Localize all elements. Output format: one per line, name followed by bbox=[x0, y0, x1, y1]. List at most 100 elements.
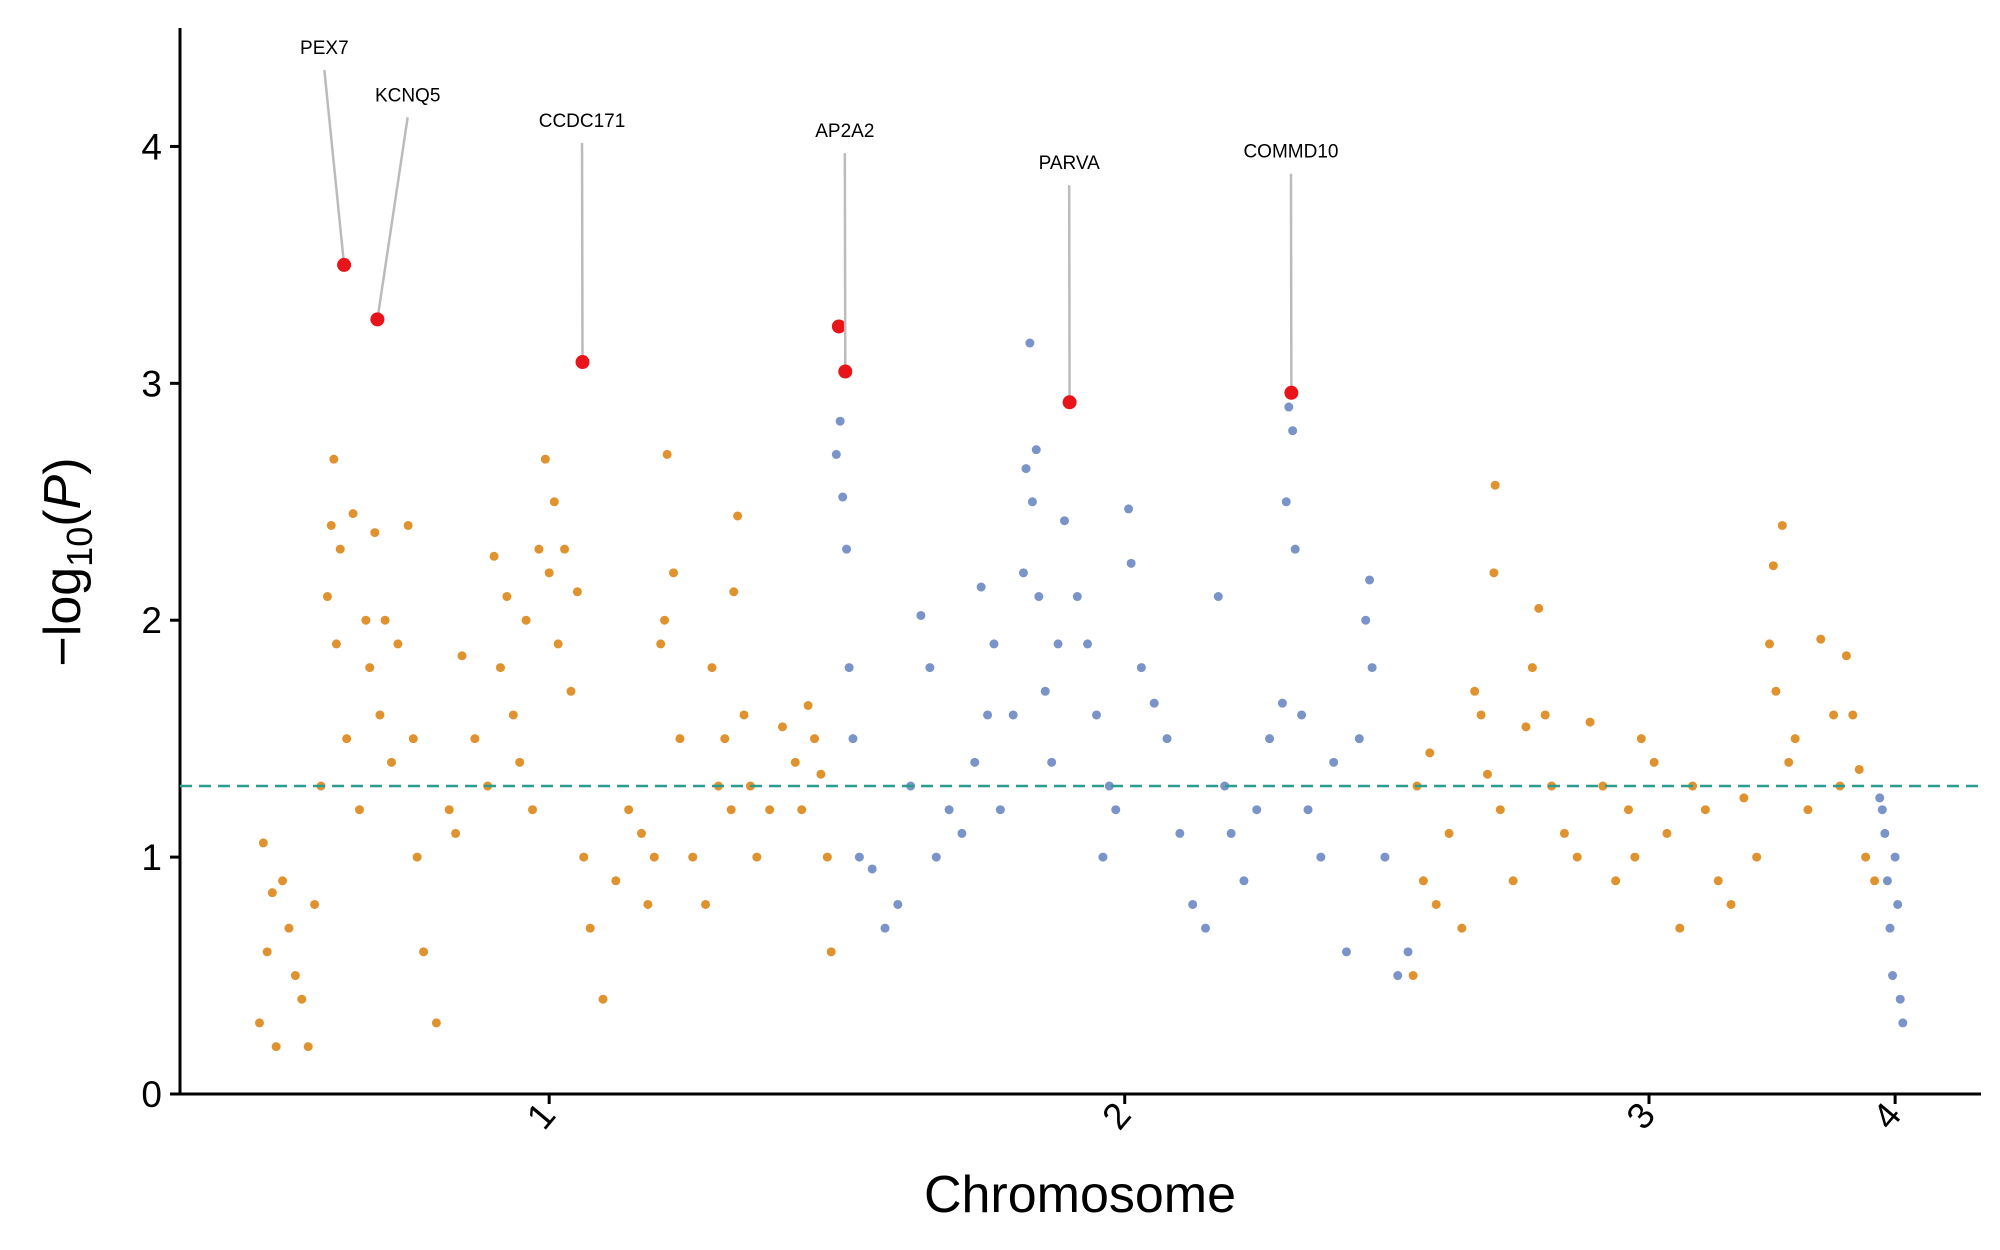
point bbox=[1764, 639, 1774, 649]
point bbox=[842, 544, 852, 554]
point bbox=[387, 757, 397, 767]
y-tick-label: 4 bbox=[141, 126, 162, 167]
point bbox=[1162, 734, 1172, 744]
point bbox=[838, 492, 848, 502]
point bbox=[579, 852, 589, 862]
point bbox=[254, 1018, 264, 1028]
point bbox=[1297, 710, 1307, 720]
point bbox=[1265, 734, 1275, 744]
point bbox=[1053, 639, 1063, 649]
point bbox=[1408, 971, 1418, 981]
point bbox=[720, 734, 730, 744]
point bbox=[1675, 923, 1685, 933]
point bbox=[1534, 603, 1544, 613]
point bbox=[1700, 805, 1710, 815]
point bbox=[1425, 748, 1435, 758]
point bbox=[729, 587, 739, 597]
annotation-leader bbox=[376, 117, 409, 320]
point bbox=[1771, 686, 1781, 696]
point bbox=[495, 663, 505, 673]
point bbox=[643, 899, 653, 909]
point bbox=[624, 805, 634, 815]
point bbox=[1018, 568, 1028, 578]
point bbox=[451, 828, 461, 838]
point bbox=[1623, 805, 1633, 815]
point bbox=[470, 734, 480, 744]
annotation: AP2A2 bbox=[815, 121, 874, 142]
point bbox=[1572, 852, 1582, 862]
point bbox=[835, 416, 845, 426]
point bbox=[1898, 1018, 1908, 1028]
point bbox=[669, 568, 679, 578]
point bbox=[278, 876, 288, 886]
point bbox=[822, 852, 832, 862]
point bbox=[826, 947, 836, 957]
y-tick-label: 0 bbox=[141, 1074, 162, 1115]
y-label-sub: 10 bbox=[59, 527, 100, 567]
point bbox=[326, 520, 336, 530]
point bbox=[1495, 805, 1505, 815]
point bbox=[1540, 710, 1550, 720]
point bbox=[284, 923, 294, 933]
point bbox=[1861, 852, 1871, 862]
point bbox=[880, 923, 890, 933]
point bbox=[419, 947, 429, 957]
point bbox=[1490, 480, 1500, 490]
point bbox=[1885, 923, 1895, 933]
point bbox=[1021, 464, 1031, 474]
point bbox=[957, 828, 967, 838]
point bbox=[598, 994, 608, 1004]
point bbox=[1803, 805, 1813, 815]
point bbox=[1200, 923, 1210, 933]
point bbox=[1393, 971, 1403, 981]
point bbox=[370, 528, 380, 538]
point bbox=[1025, 338, 1035, 348]
point bbox=[271, 1042, 281, 1052]
point bbox=[1877, 805, 1887, 815]
point bbox=[521, 615, 531, 625]
point bbox=[675, 734, 685, 744]
point bbox=[1213, 592, 1223, 602]
annotation-leader bbox=[323, 69, 346, 266]
point bbox=[1790, 734, 1800, 744]
point bbox=[970, 757, 980, 767]
point bbox=[1277, 698, 1287, 708]
point bbox=[1092, 710, 1102, 720]
annotation: KCNQ5 bbox=[375, 85, 440, 106]
point bbox=[1559, 828, 1569, 838]
point bbox=[1768, 561, 1778, 571]
point bbox=[297, 994, 307, 1004]
point bbox=[1290, 544, 1300, 554]
point bbox=[1431, 899, 1441, 909]
point bbox=[925, 663, 935, 673]
point bbox=[375, 710, 385, 720]
point bbox=[660, 615, 670, 625]
point bbox=[1527, 663, 1537, 673]
point bbox=[380, 615, 390, 625]
point bbox=[1848, 710, 1858, 720]
point bbox=[1662, 828, 1672, 838]
point bbox=[267, 888, 277, 898]
point bbox=[1739, 793, 1749, 803]
point bbox=[1870, 876, 1880, 886]
point bbox=[1890, 852, 1900, 862]
point bbox=[1034, 592, 1044, 602]
y-axis-label: −log10(P) bbox=[34, 457, 100, 666]
point bbox=[1829, 710, 1839, 720]
y-tick-label: 1 bbox=[141, 837, 162, 878]
point bbox=[515, 757, 525, 767]
point bbox=[1816, 634, 1826, 644]
point bbox=[1226, 828, 1236, 838]
point bbox=[258, 838, 268, 848]
point bbox=[656, 639, 666, 649]
point bbox=[1188, 899, 1198, 909]
point bbox=[1040, 686, 1050, 696]
point bbox=[1354, 734, 1364, 744]
point bbox=[1083, 639, 1093, 649]
point bbox=[361, 615, 371, 625]
highlight-point bbox=[337, 257, 352, 272]
point bbox=[797, 805, 807, 815]
point bbox=[1854, 764, 1864, 774]
point bbox=[848, 734, 858, 744]
